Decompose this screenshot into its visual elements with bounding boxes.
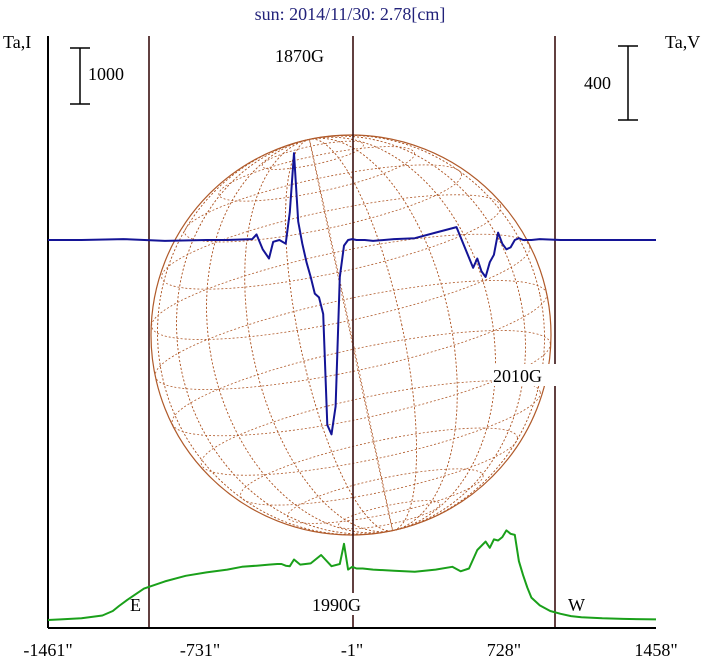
longitude-line — [176, 135, 526, 535]
longitude-line — [176, 135, 526, 535]
longitude-line — [244, 137, 458, 533]
latitude-line — [240, 427, 518, 506]
annotation-1990G: 1990G — [312, 595, 361, 615]
series-layer — [47, 152, 657, 621]
right-axis-label: Ta,V — [665, 32, 700, 52]
left-axis-label: Ta,I — [3, 32, 31, 52]
latitude-line — [171, 330, 551, 437]
left-scale-bar-label: 1000 — [88, 64, 124, 84]
annotation-2010G: 2010G — [493, 366, 542, 386]
limb-label-east: E — [130, 595, 141, 615]
x-tick-label: 728" — [487, 640, 521, 660]
latitude-line — [151, 233, 531, 340]
series-polarization-line — [48, 152, 656, 436]
longitude-line — [157, 134, 545, 536]
series-intensity-line — [47, 529, 657, 621]
disk-grid — [151, 134, 551, 536]
x-axis — [47, 36, 656, 629]
latitude-line — [184, 164, 462, 243]
longitude-line — [244, 137, 458, 533]
left-scale-bar — [70, 47, 90, 105]
x-tick-label: -1" — [341, 640, 363, 660]
longitude-line — [157, 134, 545, 536]
reference-lines — [148, 36, 556, 628]
right-scale-bar-label: 400 — [584, 73, 611, 93]
x-tick-label: 1458" — [634, 640, 677, 660]
longitude-line — [206, 136, 496, 534]
limb-label-west: W — [568, 595, 585, 615]
solar-disk — [150, 134, 552, 536]
longitude-line — [309, 138, 393, 532]
annotation-1870G: 1870G — [275, 46, 324, 66]
latitude-line — [154, 280, 548, 390]
x-tick-label: -1461" — [23, 640, 72, 660]
x-tick-label: -731" — [180, 640, 220, 660]
chart-title: sun: 2014/11/30: 2.78[cm] — [255, 4, 446, 24]
longitude-line — [285, 138, 417, 532]
right-scale-bar — [618, 45, 638, 121]
x-tick-labels: -1461" -731" -1" 728" 1458" — [23, 640, 677, 660]
